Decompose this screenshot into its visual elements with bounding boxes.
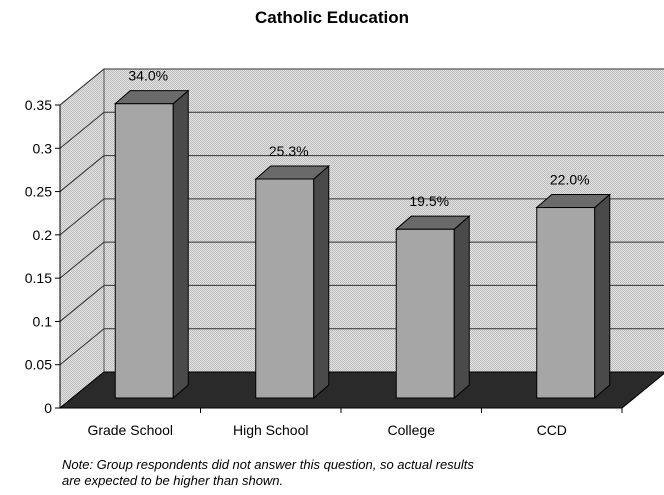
gridline-side bbox=[59, 328, 105, 366]
gridline-side bbox=[59, 68, 105, 106]
y-tick-label: 0.1 bbox=[33, 313, 53, 329]
gridline-side bbox=[59, 155, 105, 192]
bar-side bbox=[172, 89, 189, 400]
y-tick-label: 0.3 bbox=[33, 140, 53, 156]
x-tick-label: CCD bbox=[537, 422, 567, 438]
gridline-side bbox=[59, 111, 105, 149]
data-label: 25.3% bbox=[269, 143, 309, 159]
gridline-side bbox=[59, 241, 105, 279]
bar-side bbox=[313, 164, 330, 400]
data-label: 22.0% bbox=[550, 172, 590, 188]
gridline-side bbox=[59, 198, 105, 236]
bar-front bbox=[395, 228, 455, 399]
bar-front bbox=[255, 178, 315, 399]
bar-chart-3d: 34.0% Grade School 25.3% High School 19.5% Co… bbox=[25, 67, 664, 438]
chart-note-line-2: are expected to be higher than shown. bbox=[62, 473, 284, 488]
y-tick-label: 0.15 bbox=[25, 270, 52, 286]
gridline-side bbox=[59, 285, 105, 322]
bar-top bbox=[254, 165, 331, 180]
bar-top bbox=[394, 215, 471, 230]
y-tick-label: 0.25 bbox=[25, 184, 52, 200]
bar-top bbox=[535, 194, 612, 209]
bar-front bbox=[114, 103, 174, 399]
data-label: 34.0% bbox=[128, 68, 168, 84]
x-tick-label: Grade School bbox=[87, 422, 173, 438]
bar-side bbox=[453, 215, 470, 400]
y-tick-label: 0.35 bbox=[25, 97, 52, 113]
y-tick-label: 0.05 bbox=[25, 357, 52, 373]
x-tick-label: College bbox=[388, 422, 436, 438]
bar-front bbox=[536, 207, 596, 399]
chart-note-line-1: Note: Group respondents did not answer t… bbox=[62, 457, 474, 472]
y-tick-label: 0.2 bbox=[33, 227, 53, 243]
bar-side bbox=[594, 193, 611, 400]
chart-note: Note: Group respondents did not answer t… bbox=[62, 457, 652, 489]
x-tick-label: High School bbox=[233, 422, 309, 438]
chart-title: Catholic Education bbox=[255, 8, 409, 27]
bar-top bbox=[113, 90, 190, 105]
side-wall bbox=[59, 67, 105, 410]
y-tick-label: 0 bbox=[44, 400, 52, 416]
data-label: 19.5% bbox=[409, 193, 449, 209]
